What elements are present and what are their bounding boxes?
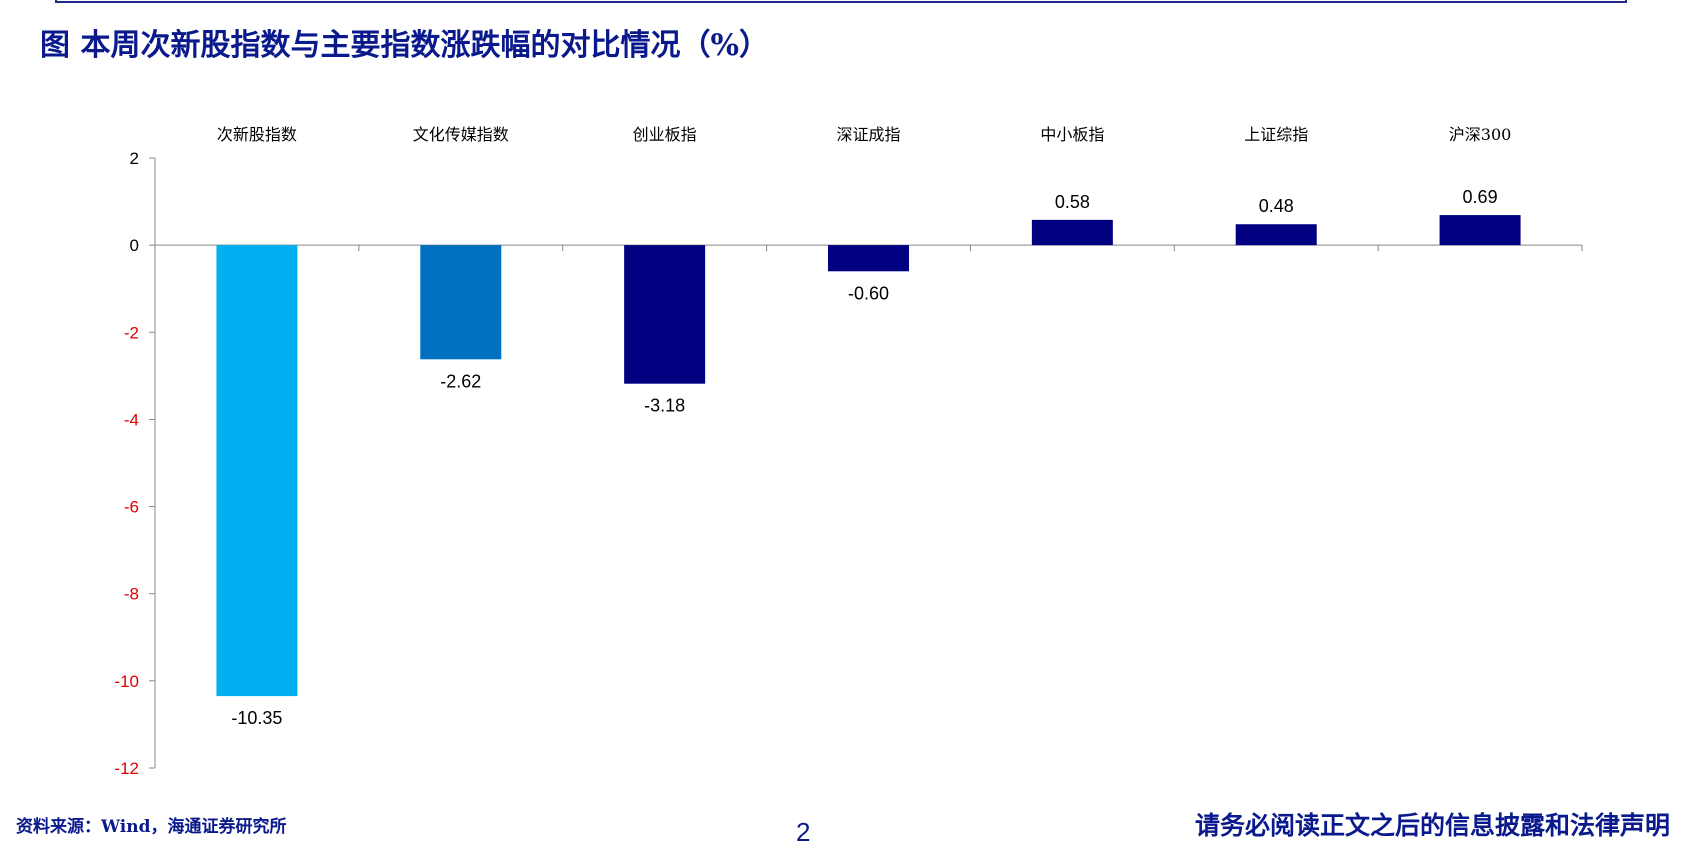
data-label: -0.60: [848, 283, 889, 303]
bar: [420, 245, 502, 360]
disclaimer: 请务必阅读正文之后的信息披露和法律声明: [1194, 811, 1670, 840]
category-label: 文化传媒指数: [413, 125, 509, 144]
y-tick-label: -8: [124, 585, 139, 604]
data-label: 0.48: [1259, 196, 1294, 216]
category-label: 上证综指: [1244, 125, 1308, 144]
y-tick-label: -10: [114, 672, 139, 691]
data-label: 0.69: [1463, 187, 1498, 207]
bar: [1235, 224, 1317, 246]
bar: [828, 245, 909, 272]
bar: [216, 245, 298, 697]
data-label: -10.35: [231, 708, 282, 728]
header-frame: [55, 0, 1627, 3]
data-label: 0.58: [1055, 192, 1090, 212]
y-tick-label: -6: [124, 498, 139, 517]
y-tick-label: 2: [130, 149, 139, 168]
bar: [624, 245, 706, 384]
category-label: 创业板指: [633, 125, 697, 144]
chart-title: 图 本周次新股指数与主要指数涨跌幅的对比情况（%）: [40, 28, 769, 63]
y-tick-label: -12: [114, 759, 139, 778]
data-label: -3.18: [644, 396, 685, 416]
category-label: 深证成指: [836, 125, 900, 144]
category-label: 沪深300: [1449, 125, 1512, 144]
bar-chart: 2 0 -2 -4 -6 -8 -10 -12 -10.35 次新股指数 -2.62 文化传媒指数 -3…: [114, 125, 1583, 778]
bar: [1439, 215, 1521, 246]
category-label: 中小板指: [1040, 125, 1104, 144]
source-note: 资料来源：Wind，海通证券研究所: [16, 817, 287, 837]
y-tick-label: 0: [130, 236, 139, 255]
bar: [1031, 219, 1113, 246]
category-label: 次新股指数: [217, 125, 297, 144]
page-number: 2: [796, 817, 811, 847]
y-tick-label: -4: [124, 410, 139, 429]
data-label: -2.62: [440, 371, 481, 391]
y-tick-label: -2: [124, 323, 139, 342]
